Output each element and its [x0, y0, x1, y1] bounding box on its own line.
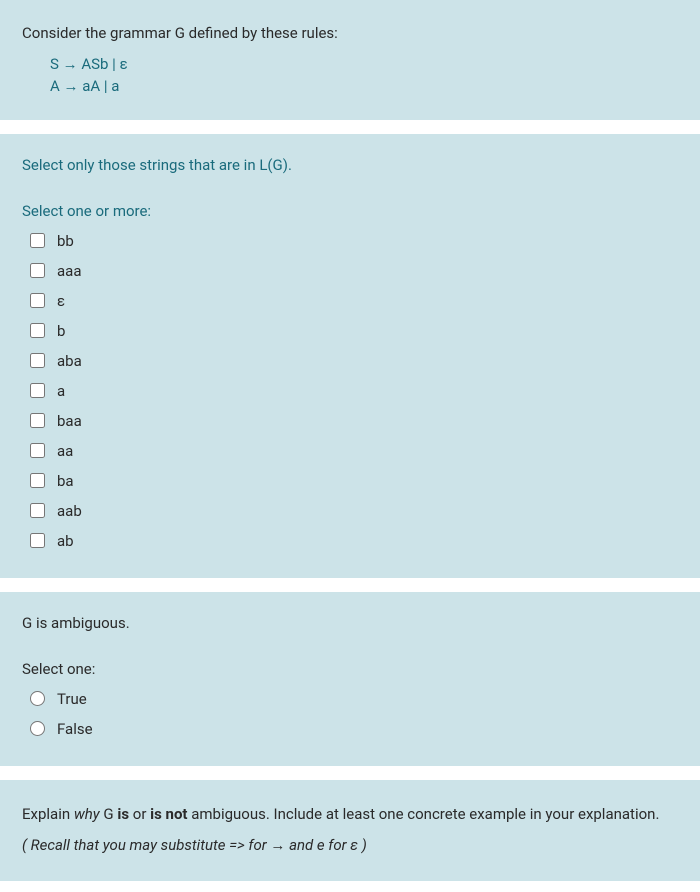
option-radio[interactable]	[30, 721, 45, 736]
option-label: aa	[57, 442, 73, 460]
checkbox-option: a	[22, 376, 678, 406]
option-checkbox[interactable]	[30, 233, 45, 248]
explain-mid2: or	[129, 805, 150, 823]
select-strings-instruction: Select one or more:	[22, 202, 678, 220]
checkbox-option: b	[22, 316, 678, 346]
grammar-panel: Consider the grammar G defined by these …	[0, 0, 700, 120]
option-label: True	[57, 690, 87, 708]
option-checkbox[interactable]	[30, 383, 45, 398]
checkbox-option: baa	[22, 406, 678, 436]
select-strings-prompt: Select only those strings that are in L(…	[22, 156, 678, 174]
option-label: ba	[57, 472, 74, 490]
option-label: a	[57, 382, 65, 400]
option-checkbox[interactable]	[30, 323, 45, 338]
checkbox-option: aaa	[22, 256, 678, 286]
explain-post: ambiguous. Include at least one concrete…	[188, 805, 660, 823]
explain-mid1: G	[100, 805, 118, 823]
checkbox-option: ε	[22, 286, 678, 316]
radio-options: True False	[22, 684, 678, 744]
grammar-intro: Consider the grammar G defined by these …	[22, 22, 678, 45]
ambiguous-instruction: Select one:	[22, 660, 678, 678]
option-label: aab	[57, 502, 82, 520]
checkbox-option: ab	[22, 526, 678, 556]
option-label: ε	[57, 292, 65, 310]
option-checkbox[interactable]	[30, 503, 45, 518]
explain-prompt: Explain why G is or is not ambiguous. In…	[22, 802, 678, 828]
checkbox-option: ba	[22, 466, 678, 496]
option-checkbox[interactable]	[30, 263, 45, 278]
radio-option: False	[22, 714, 678, 744]
explain-isnot: is not	[150, 805, 187, 823]
option-label: ab	[57, 532, 74, 550]
checkbox-option: aab	[22, 496, 678, 526]
option-checkbox[interactable]	[30, 413, 45, 428]
checkbox-option: aa	[22, 436, 678, 466]
option-label: bb	[57, 232, 74, 250]
option-checkbox[interactable]	[30, 293, 45, 308]
option-checkbox[interactable]	[30, 443, 45, 458]
option-label: baa	[57, 412, 82, 430]
ambiguous-panel: G is ambiguous. Select one: True False	[0, 592, 700, 766]
select-strings-panel: Select only those strings that are in L(…	[0, 134, 700, 578]
option-checkbox[interactable]	[30, 533, 45, 548]
radio-option: True	[22, 684, 678, 714]
option-label: b	[57, 322, 65, 340]
option-label: aaa	[57, 262, 81, 280]
explain-is: is	[117, 805, 129, 823]
explain-panel: Explain why G is or is not ambiguous. In…	[0, 780, 700, 881]
checkbox-option: bb	[22, 226, 678, 256]
checkbox-options: bbaaaεbabaabaaaabaaabab	[22, 226, 678, 556]
grammar-rule-1: S → ASb | ε	[50, 53, 678, 76]
option-checkbox[interactable]	[30, 473, 45, 488]
grammar-rules: S → ASb | ε A → aA | a	[50, 53, 678, 98]
checkbox-option: aba	[22, 346, 678, 376]
option-label: aba	[57, 352, 82, 370]
option-label: False	[57, 720, 93, 738]
option-checkbox[interactable]	[30, 353, 45, 368]
explain-why: why	[74, 805, 100, 823]
ambiguous-prompt: G is ambiguous.	[22, 614, 678, 632]
explain-pre: Explain	[22, 805, 74, 823]
grammar-rule-2: A → aA | a	[50, 75, 678, 98]
explain-recall: ( Recall that you may substitute => for …	[22, 833, 678, 859]
option-radio[interactable]	[30, 691, 45, 706]
